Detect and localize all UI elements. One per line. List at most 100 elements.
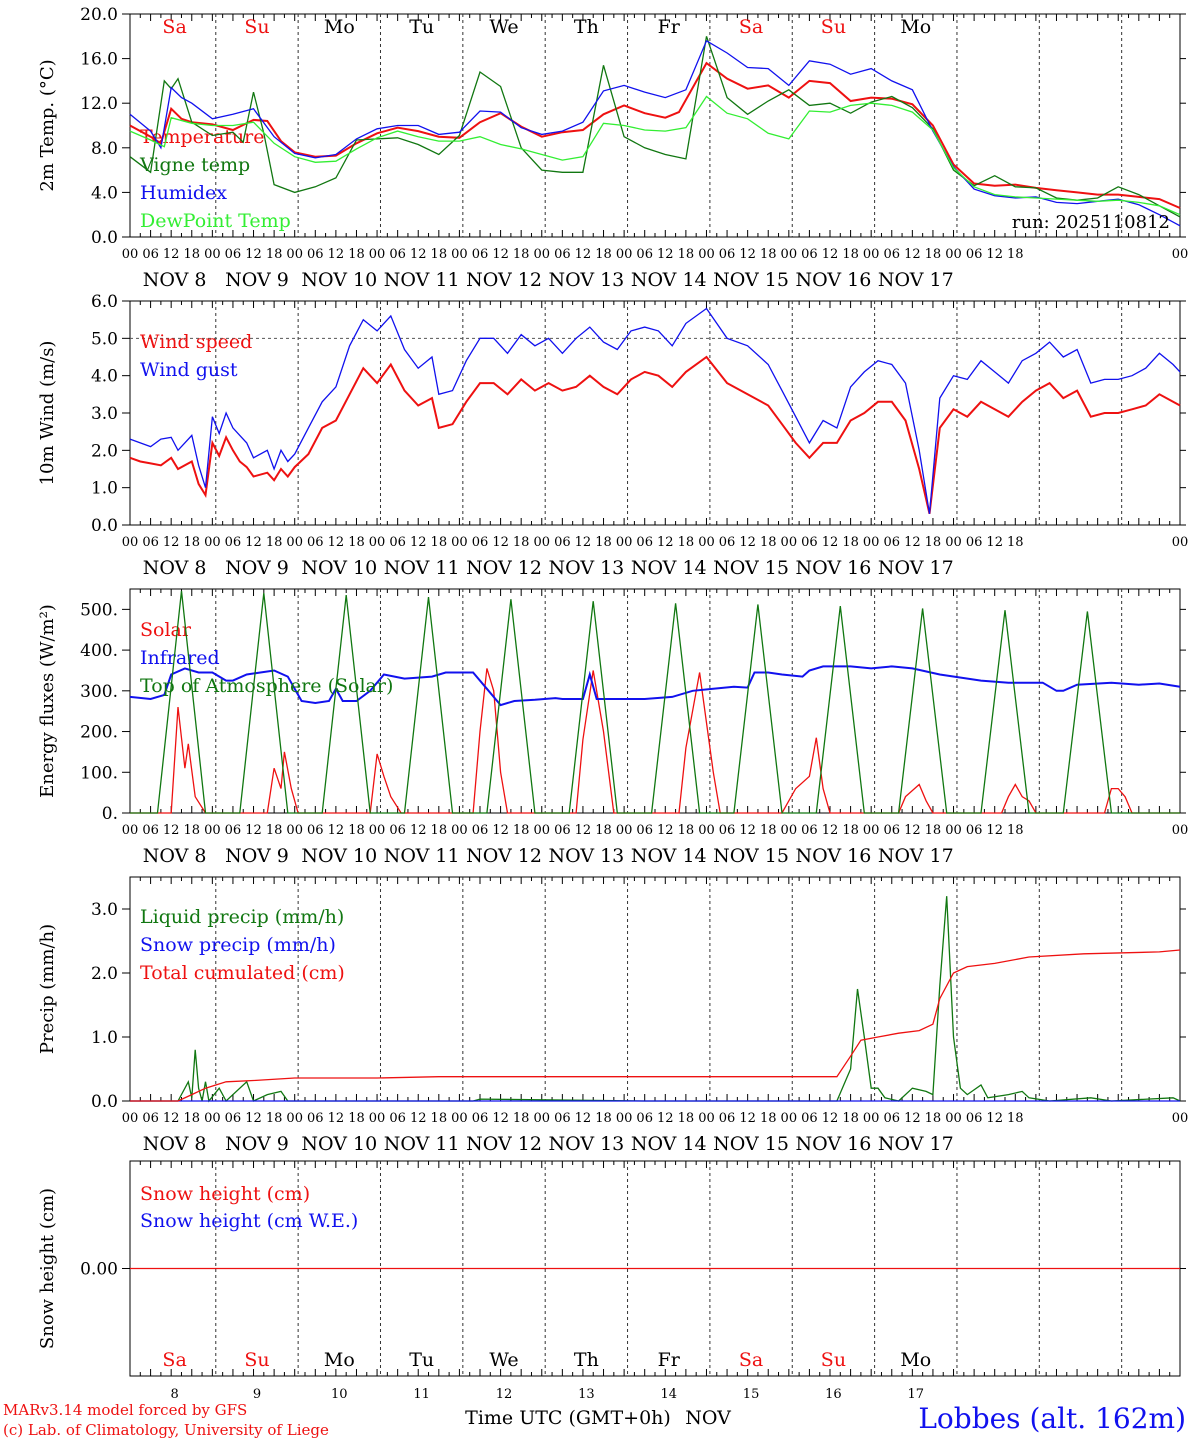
legend-entry: Temperature	[140, 126, 264, 148]
plot-frame	[129, 13, 1181, 238]
hour-tick-label: 18	[183, 535, 200, 550]
hour-tick-label: 00	[945, 1111, 962, 1126]
hour-tick-label: 18	[266, 247, 283, 262]
hour-tick-label: 06	[142, 247, 159, 262]
panel-5: 0.00 Snow height (cm) Snow height (cm) Snow…	[37, 1160, 1186, 1402]
hour-tick-label: 00	[286, 823, 303, 838]
hour-tick-label: 00	[945, 823, 962, 838]
hour-tick-label: 06	[883, 535, 900, 550]
hour-tick-label: 06	[225, 247, 242, 262]
date-label: NOV 10	[301, 1133, 377, 1155]
hour-tick-label: 12	[575, 823, 592, 838]
hour-tick-label: 00	[122, 535, 139, 550]
day-abbr-label: Th	[574, 1349, 599, 1371]
hour-tick-label: 06	[225, 823, 242, 838]
date-label: NOV 8	[143, 845, 207, 867]
hour-tick-label: 00	[1172, 1111, 1189, 1126]
date-label: NOV 16	[796, 557, 872, 579]
model-credit: MARv3.14 model forced by GFS	[3, 1401, 247, 1419]
day-abbr-label: Sa	[739, 16, 763, 38]
hour-tick-label: 06	[389, 823, 406, 838]
hour-tick-label: 00	[369, 823, 386, 838]
hour-tick-label: 12	[822, 247, 839, 262]
hour-tick-label: 12	[657, 1111, 674, 1126]
hour-tick-label: 18	[678, 823, 695, 838]
series-line-humidex	[129, 39, 1181, 227]
day-number-label: 12	[496, 1387, 513, 1402]
day-number-label: 15	[743, 1387, 760, 1402]
hour-tick-label: 12	[163, 247, 180, 262]
hour-tick-label: 12	[328, 1111, 345, 1126]
hour-tick-label: 18	[431, 823, 448, 838]
hour-tick-label: 18	[925, 823, 942, 838]
hour-tick-label: 12	[328, 823, 345, 838]
day-abbr-label: Tu	[409, 16, 434, 38]
hour-tick-label: 00	[698, 247, 715, 262]
hour-tick-label: 12	[245, 535, 262, 550]
hour-tick-label: 18	[266, 1111, 283, 1126]
hour-tick-label: 12	[492, 535, 509, 550]
hour-tick-label: 06	[883, 247, 900, 262]
day-number-label: 11	[413, 1387, 430, 1402]
date-label: NOV 15	[713, 269, 789, 291]
date-label: NOV 13	[548, 269, 624, 291]
hour-tick-label: 18	[595, 535, 612, 550]
hour-tick-label: 06	[719, 535, 736, 550]
hour-tick-label: 12	[904, 247, 921, 262]
day-number-label: 16	[825, 1387, 842, 1402]
day-abbr-label: Mo	[900, 16, 931, 38]
y-tick-label: 2.0	[91, 964, 118, 984]
hour-tick-label: 00	[122, 823, 139, 838]
hour-tick-label: 06	[307, 535, 324, 550]
hour-tick-label: 06	[966, 247, 983, 262]
day-abbr-label: We	[489, 1349, 518, 1371]
hour-tick-label: 12	[163, 1111, 180, 1126]
hour-tick-label: 00	[781, 247, 798, 262]
series-line-wind-speed	[129, 355, 1181, 515]
hour-tick-label: 06	[554, 247, 571, 262]
y-tick-label: 12.0	[80, 94, 118, 114]
hour-tick-label: 00	[1172, 535, 1189, 550]
hour-tick-label: 12	[328, 535, 345, 550]
hour-tick-label: 12	[904, 535, 921, 550]
hour-tick-label: 00	[533, 535, 550, 550]
hour-tick-label: 00	[204, 247, 221, 262]
hour-tick-label: 12	[575, 535, 592, 550]
legend-entry: Wind speed	[140, 331, 252, 353]
day-number-label: 8	[170, 1387, 178, 1402]
hour-tick-label: 18	[431, 1111, 448, 1126]
hour-tick-label: 06	[883, 1111, 900, 1126]
x-axis-label: Time UTC (GMT+0h)	[465, 1407, 671, 1429]
date-label: NOV 14	[631, 1133, 707, 1155]
day-abbr-label: We	[489, 16, 518, 38]
hour-tick-label: 00	[451, 1111, 468, 1126]
hour-tick-label: 12	[657, 535, 674, 550]
date-label: NOV 11	[384, 269, 460, 291]
hour-tick-label: 00	[451, 823, 468, 838]
hour-tick-label: 12	[986, 823, 1003, 838]
y-tick-label: 300.	[80, 682, 118, 702]
day-abbr-label: Th	[574, 16, 599, 38]
day-abbr-label: Su	[821, 1349, 846, 1371]
date-label: NOV 10	[301, 557, 377, 579]
series-line-total-cumulated-cm-	[130, 949, 1181, 1102]
date-label: NOV 17	[878, 557, 954, 579]
hour-tick-label: 06	[142, 535, 159, 550]
hour-tick-label: 06	[472, 823, 489, 838]
hour-tick-label: 00	[616, 1111, 633, 1126]
legend-entry: Total cumulated (cm)	[140, 962, 345, 984]
day-abbr-label: Su	[244, 16, 269, 38]
hour-tick-label: 00	[945, 535, 962, 550]
hour-tick-label: 18	[348, 823, 365, 838]
hour-tick-label: 12	[410, 823, 427, 838]
hour-tick-label: 06	[719, 1111, 736, 1126]
hour-tick-label: 06	[307, 1111, 324, 1126]
hour-tick-label: 12	[163, 823, 180, 838]
day-abbr-label: Mo	[324, 1349, 355, 1371]
lab-credit: (c) Lab. of Climatology, University of L…	[3, 1421, 329, 1439]
date-label: NOV 9	[225, 269, 289, 291]
hour-tick-label: 06	[389, 247, 406, 262]
legend-entry: Snow height (cm)	[140, 1183, 310, 1205]
hour-tick-label: 18	[1007, 1111, 1024, 1126]
y-tick-label: 400.	[80, 641, 118, 661]
